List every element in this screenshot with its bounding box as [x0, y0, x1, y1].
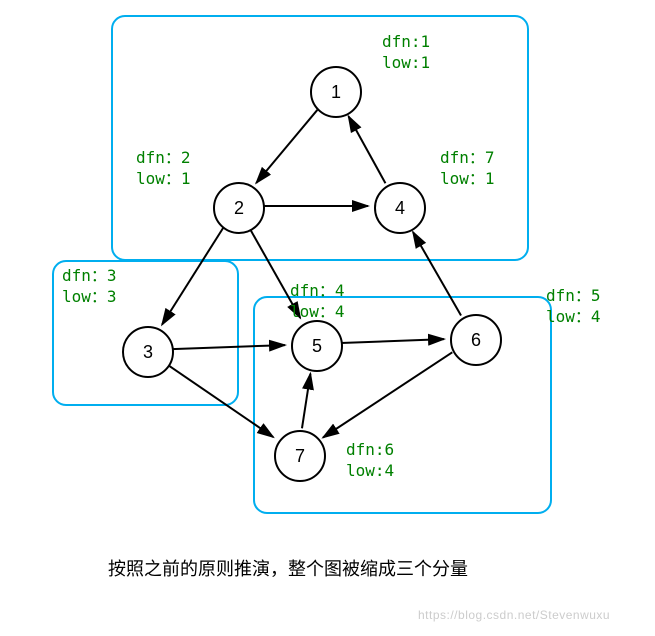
node-label: 4	[395, 198, 405, 219]
group-box-1	[111, 15, 529, 261]
watermark-text: https://blog.csdn.net/Stevenwuxu	[418, 608, 610, 622]
label-n2: dfn：2low：1	[136, 148, 191, 190]
node-label: 5	[312, 336, 322, 357]
node-7: 7	[274, 430, 326, 482]
node-3: 3	[122, 326, 174, 378]
node-4: 4	[374, 182, 426, 234]
label-n5: dfn：4low：4	[290, 281, 345, 323]
node-2: 2	[213, 182, 265, 234]
node-label: 6	[471, 330, 481, 351]
diagram-canvas: 1 2 3 4 5 6 7 dfn:1low:1 dfn：2low：1 dfn：…	[0, 0, 655, 636]
label-n3: dfn：3low：3	[62, 266, 117, 308]
label-n4: dfn：7low：1	[440, 148, 495, 190]
node-label: 3	[143, 342, 153, 363]
label-n7: dfn:6low:4	[346, 440, 394, 482]
node-5: 5	[291, 320, 343, 372]
node-6: 6	[450, 314, 502, 366]
label-n6: dfn：5low：4	[546, 286, 601, 328]
caption-text: 按照之前的原则推演，整个图被缩成三个分量	[108, 555, 468, 581]
node-1: 1	[310, 66, 362, 118]
label-n1: dfn:1low:1	[382, 32, 430, 74]
node-label: 2	[234, 198, 244, 219]
node-label: 7	[295, 446, 305, 467]
node-label: 1	[331, 82, 341, 103]
